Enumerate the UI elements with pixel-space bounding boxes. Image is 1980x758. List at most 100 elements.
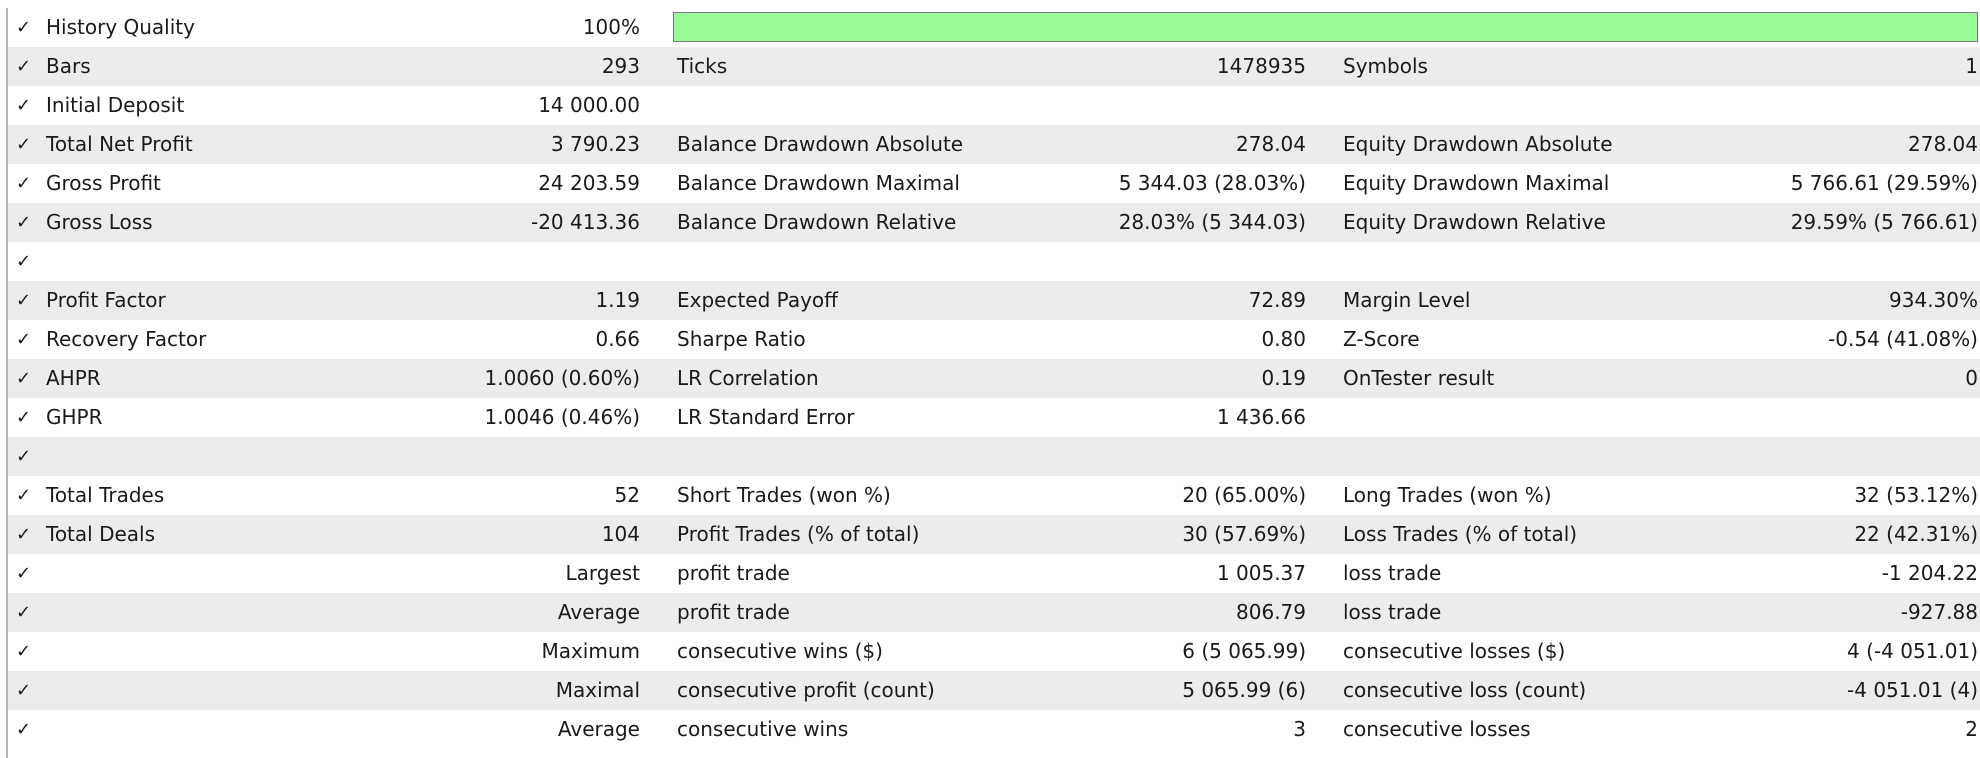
row-label: Maximal	[555, 678, 640, 702]
check-icon[interactable]: ✓	[16, 329, 32, 350]
row-gross-profit: ✓ Gross Profit 24 203.59 Balance Drawdow…	[8, 164, 1980, 203]
check-icon[interactable]: ✓	[16, 641, 32, 662]
value: 1.0046 (0.46%)	[484, 405, 640, 429]
check-icon[interactable]: ✓	[16, 719, 32, 740]
row-total-deals: ✓ Total Deals 104 Profit Trades (% of to…	[8, 515, 1980, 554]
label: Balance Drawdown Maximal	[677, 171, 960, 195]
row-ahpr: ✓ AHPR 1.0060 (0.60%) LR Correlation 0.1…	[8, 359, 1980, 398]
value: 3	[1293, 717, 1306, 741]
label: loss trade	[1343, 600, 1442, 624]
check-icon[interactable]: ✓	[16, 251, 32, 272]
check-icon[interactable]: ✓	[16, 407, 32, 428]
row-average: ✓ Average profit trade 806.79 loss trade…	[8, 593, 1980, 632]
check-icon[interactable]: ✓	[16, 446, 32, 467]
check-icon[interactable]: ✓	[16, 212, 32, 233]
label: Bars	[46, 54, 91, 78]
value: 2	[1965, 717, 1978, 741]
label: History Quality	[46, 15, 195, 39]
check-icon[interactable]: ✓	[16, 368, 32, 389]
label: Z-Score	[1343, 327, 1420, 351]
value: 72.89	[1248, 288, 1306, 312]
value: 14 000.00	[538, 93, 640, 117]
check-icon[interactable]: ✓	[16, 485, 32, 506]
label: Total Trades	[46, 483, 165, 507]
row-label: Largest	[565, 561, 640, 585]
value: 5 766.61 (29.59%)	[1790, 171, 1978, 195]
value: 22 (42.31%)	[1854, 522, 1978, 546]
row-label: Average	[557, 600, 640, 624]
value: 6 (5 065.99)	[1182, 639, 1306, 663]
left-border	[6, 8, 8, 758]
check-icon[interactable]: ✓	[16, 56, 32, 77]
label: Balance Drawdown Absolute	[677, 132, 964, 156]
label: Short Trades (won %)	[677, 483, 891, 507]
row-profit-factor: ✓ Profit Factor 1.19 Expected Payoff 72.…	[8, 281, 1980, 320]
label: Gross Profit	[46, 171, 161, 195]
label: OnTester result	[1343, 366, 1495, 390]
label: LR Correlation	[677, 366, 819, 390]
label: AHPR	[46, 366, 101, 390]
value: 4 (-4 051.01)	[1847, 639, 1978, 663]
value: 5 065.99 (6)	[1182, 678, 1306, 702]
label: Margin Level	[1343, 288, 1471, 312]
value: 5 344.03 (28.03%)	[1118, 171, 1306, 195]
value: 0.66	[595, 327, 640, 351]
check-icon[interactable]: ✓	[16, 524, 32, 545]
check-icon[interactable]: ✓	[16, 680, 32, 701]
value: 30 (57.69%)	[1182, 522, 1306, 546]
value: 24 203.59	[538, 171, 640, 195]
value: 1.19	[595, 288, 640, 312]
value: -1 204.22	[1881, 561, 1978, 585]
label: Balance Drawdown Relative	[677, 210, 957, 234]
report-table: ✓ History Quality 100% ✓ Bars 293 Ticks …	[0, 8, 1980, 758]
label: Total Net Profit	[46, 132, 193, 156]
label: consecutive wins	[677, 717, 849, 741]
label: consecutive profit (count)	[677, 678, 935, 702]
check-icon[interactable]: ✓	[16, 95, 32, 116]
value: 806.79	[1236, 600, 1306, 624]
label: consecutive losses	[1343, 717, 1531, 741]
value: 100%	[582, 15, 640, 39]
label: GHPR	[46, 405, 103, 429]
label: Profit Trades (% of total)	[677, 522, 920, 546]
value: 3 790.23	[550, 132, 640, 156]
row-label: Average	[557, 717, 640, 741]
row-total-net-profit: ✓ Total Net Profit 3 790.23 Balance Draw…	[8, 125, 1980, 164]
label: Recovery Factor	[46, 327, 207, 351]
row-label: Maximum	[541, 639, 640, 663]
label: Expected Payoff	[677, 288, 838, 312]
label: Initial Deposit	[46, 93, 185, 117]
value: -927.88	[1900, 600, 1978, 624]
row-gross-loss: ✓ Gross Loss -20 413.36 Balance Drawdown…	[8, 203, 1980, 242]
row-ghpr: ✓ GHPR 1.0046 (0.46%) LR Standard Error …	[8, 398, 1980, 437]
row-separator: ✓	[8, 437, 1980, 476]
check-icon[interactable]: ✓	[16, 173, 32, 194]
row-initial-deposit: ✓ Initial Deposit 14 000.00	[8, 86, 1980, 125]
check-icon[interactable]: ✓	[16, 134, 32, 155]
row-separator: ✓	[8, 242, 1980, 281]
label: Equity Drawdown Relative	[1343, 210, 1606, 234]
value: -20 413.36	[530, 210, 640, 234]
row-bars: ✓ Bars 293 Ticks 1478935 Symbols 1	[8, 47, 1980, 86]
value: 1.0060 (0.60%)	[484, 366, 640, 390]
label: loss trade	[1343, 561, 1442, 585]
value: 29.59% (5 766.61)	[1790, 210, 1978, 234]
label: consecutive losses ($)	[1343, 639, 1566, 663]
value: 1478935	[1216, 54, 1306, 78]
check-icon[interactable]: ✓	[16, 563, 32, 584]
check-icon[interactable]: ✓	[16, 602, 32, 623]
check-icon[interactable]: ✓	[16, 290, 32, 311]
value: 104	[601, 522, 640, 546]
value: 52	[614, 483, 640, 507]
value: 0	[1965, 366, 1978, 390]
value: 278.04	[1236, 132, 1306, 156]
value: 1 436.66	[1216, 405, 1306, 429]
check-icon[interactable]: ✓	[16, 17, 32, 38]
label: Gross Loss	[46, 210, 153, 234]
value: 32 (53.12%)	[1854, 483, 1978, 507]
row-average-consecutive: ✓ Average consecutive wins 3 consecutive…	[8, 710, 1980, 749]
label: Loss Trades (% of total)	[1343, 522, 1578, 546]
row-maximal: ✓ Maximal consecutive profit (count) 5 0…	[8, 671, 1980, 710]
row-recovery-factor: ✓ Recovery Factor 0.66 Sharpe Ratio 0.80…	[8, 320, 1980, 359]
value: 28.03% (5 344.03)	[1118, 210, 1306, 234]
